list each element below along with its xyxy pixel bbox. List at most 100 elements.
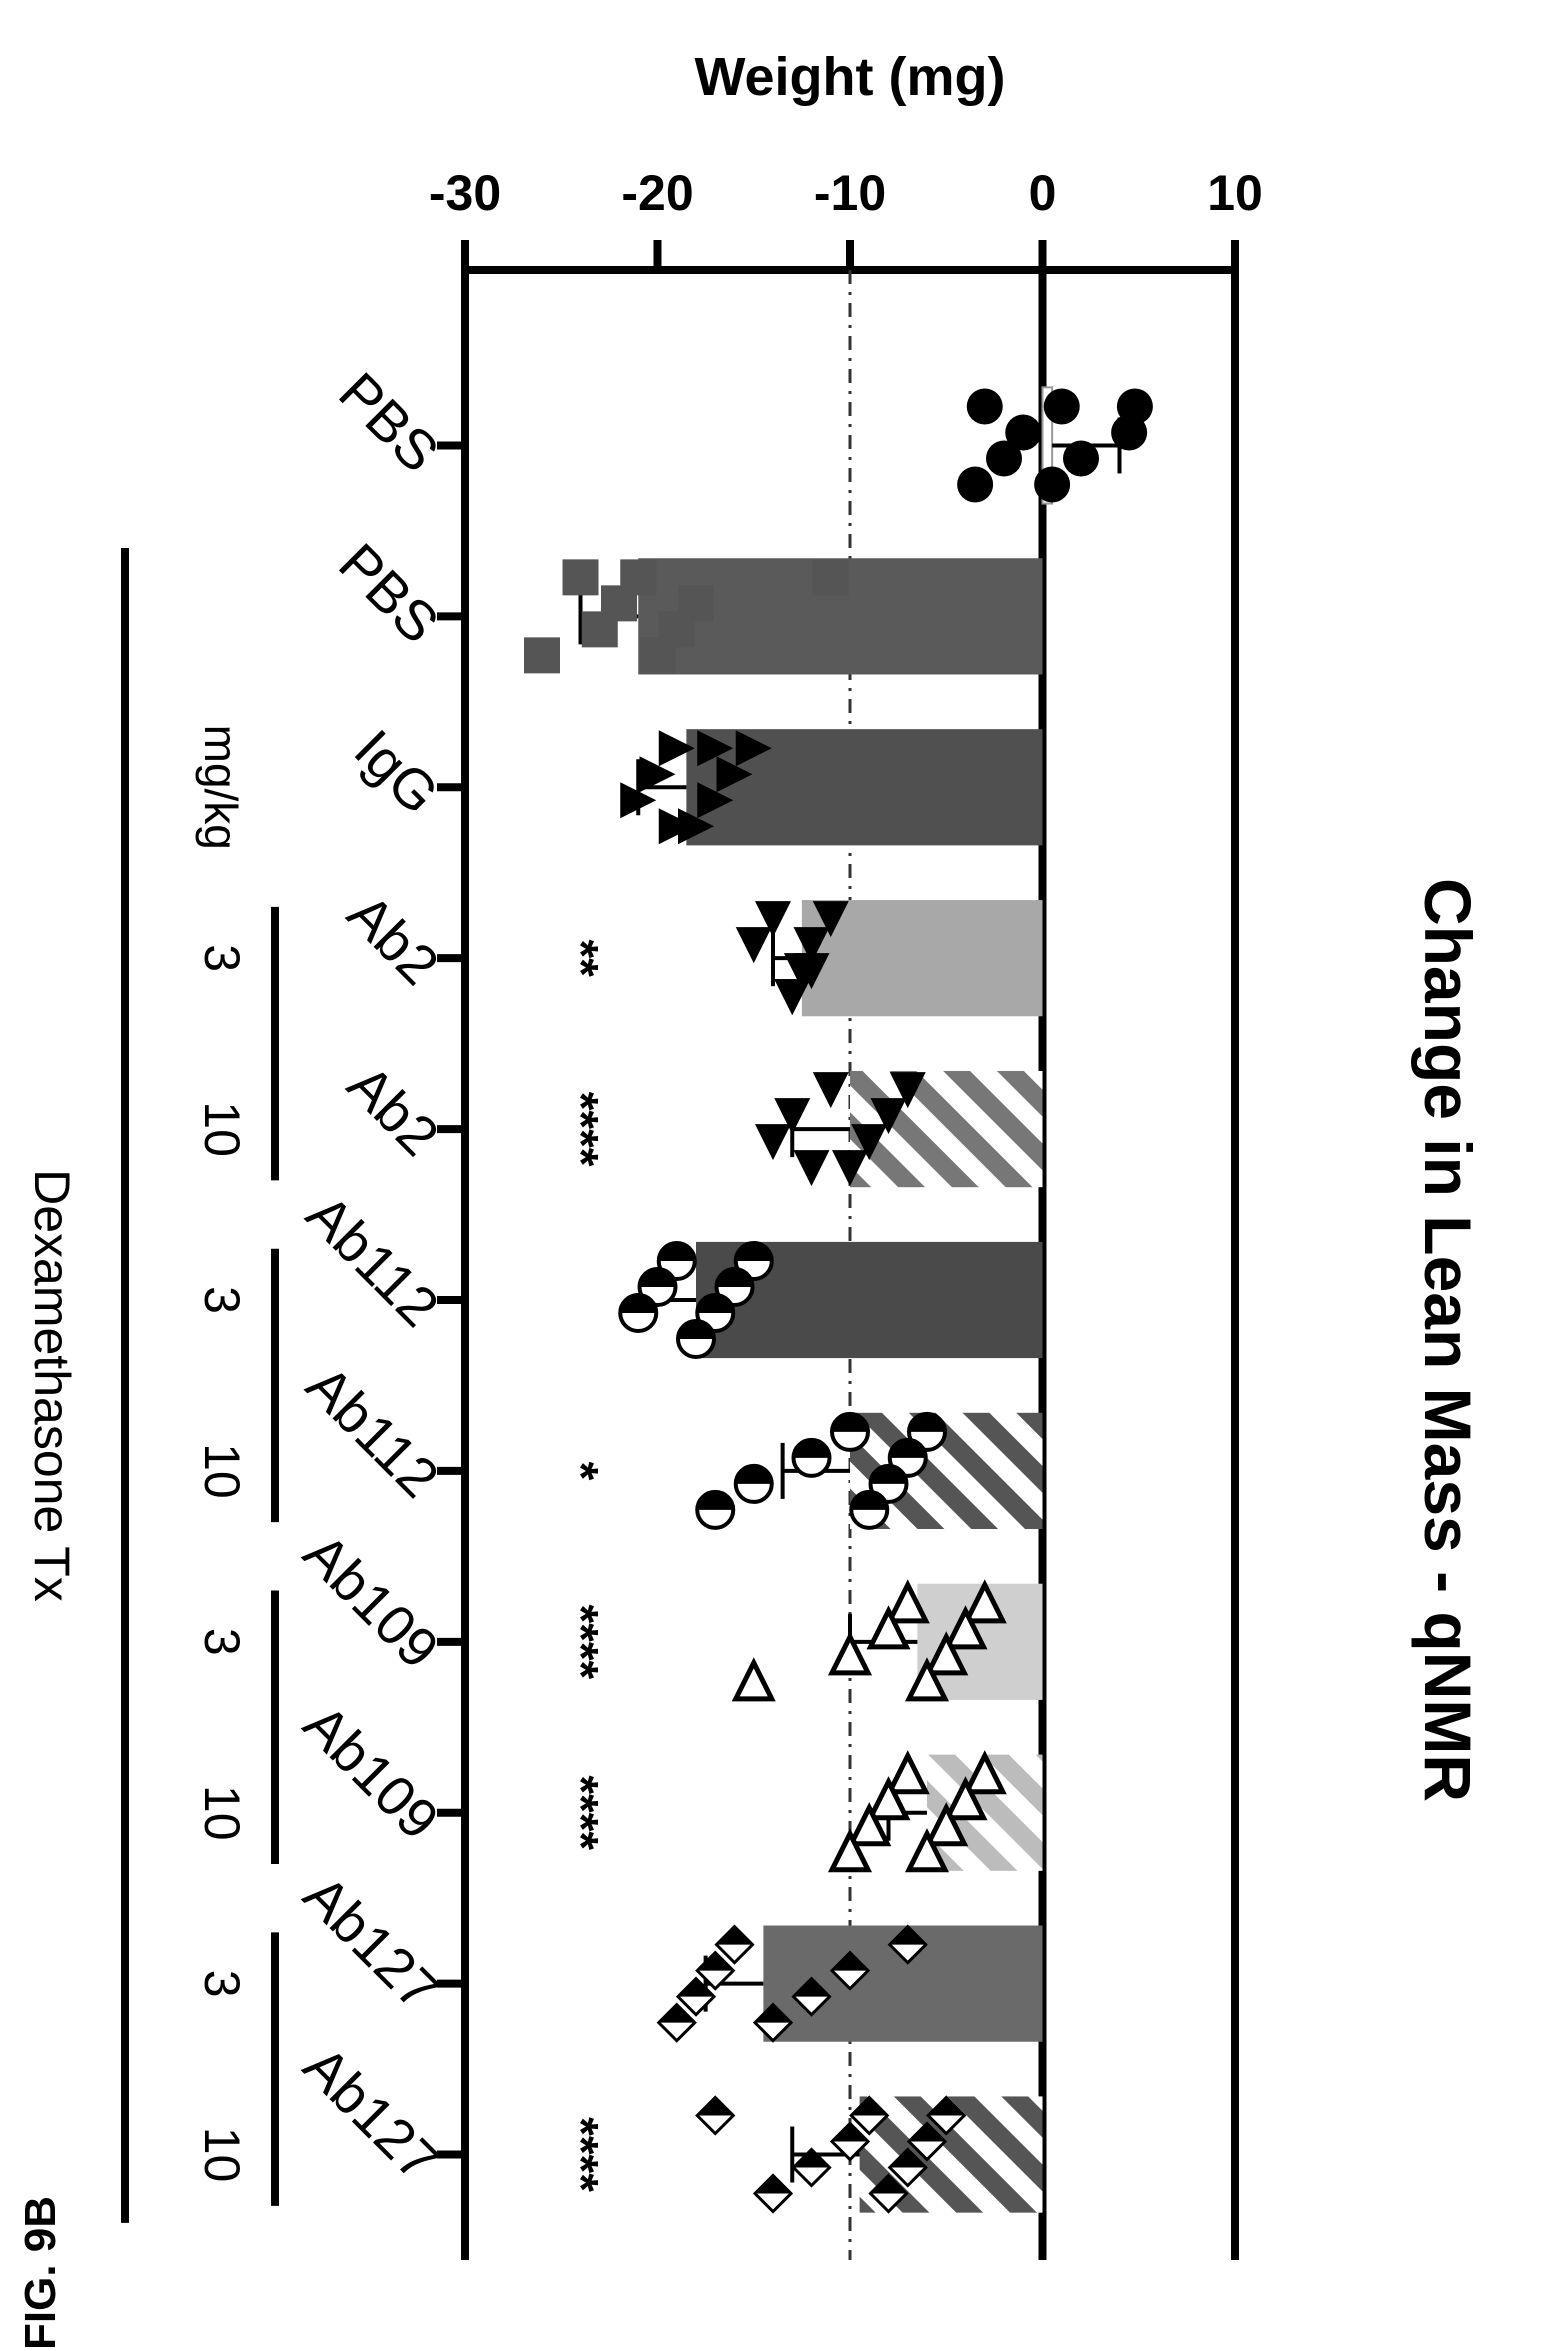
dose-label: 10 xyxy=(194,2127,250,2183)
data-point xyxy=(639,637,676,674)
data-point-half xyxy=(909,1413,945,1432)
data-point xyxy=(885,1579,930,1624)
data-point xyxy=(812,559,849,596)
data-point xyxy=(716,756,753,793)
data-point xyxy=(1043,388,1080,425)
data-point xyxy=(1034,466,1071,503)
data-point-half xyxy=(832,1413,868,1432)
data-point xyxy=(793,953,830,990)
bar xyxy=(801,900,1043,1017)
data-point xyxy=(924,1631,969,1676)
data-point-half xyxy=(909,2123,945,2142)
x-tick-label: Ab112 xyxy=(295,1182,451,1338)
y-tick-label: 10 xyxy=(1207,165,1263,221)
data-point-half xyxy=(678,1321,714,1339)
x-tick-label: Ab109 xyxy=(292,1692,451,1851)
data-point xyxy=(774,979,811,1016)
data-point-half xyxy=(832,2123,868,2142)
data-point xyxy=(889,1072,926,1109)
data-point xyxy=(812,1072,849,1109)
bar xyxy=(686,729,1043,846)
x-tick-label: Ab112 xyxy=(295,1353,451,1509)
dose-label: 10 xyxy=(194,1443,250,1499)
data-point xyxy=(697,782,734,819)
bar xyxy=(696,1241,1043,1359)
data-point xyxy=(678,808,714,845)
data-point-half xyxy=(889,1439,926,1458)
data-point xyxy=(620,782,657,819)
data-point-half xyxy=(832,1952,868,1971)
x-tick-label: PBS xyxy=(327,531,451,655)
x-tick-label: Ab127 xyxy=(292,2034,451,2193)
significance-label: **** xyxy=(554,1092,607,1167)
data-point-half xyxy=(755,2175,791,2194)
significance-label: ** xyxy=(554,940,607,978)
y-tick-label: -10 xyxy=(814,165,886,221)
data-point-half xyxy=(755,2004,791,2023)
data-point xyxy=(639,756,676,793)
data-point xyxy=(793,927,830,964)
data-point xyxy=(755,1124,791,1161)
significance-label: * xyxy=(554,1462,607,1481)
dose-label: 10 xyxy=(194,1101,250,1157)
data-point xyxy=(924,1802,969,1847)
chart-title: Change in Lean Mass - qNMR xyxy=(1411,878,1485,1802)
data-point-half xyxy=(697,1491,734,1510)
dose-label: 3 xyxy=(194,944,250,972)
data-point-half xyxy=(793,2149,830,2168)
data-point-half xyxy=(697,1952,734,1971)
data-point-half xyxy=(889,2149,926,2168)
bar xyxy=(763,1925,1043,2042)
data-point xyxy=(866,1605,911,1650)
data-point xyxy=(943,1605,988,1650)
data-point xyxy=(774,1098,811,1135)
data-point xyxy=(562,559,599,596)
data-point-half xyxy=(870,1465,907,1484)
data-point-half xyxy=(870,2175,907,2194)
data-point xyxy=(581,611,618,648)
data-point xyxy=(812,901,849,938)
data-point-half xyxy=(716,1926,753,1945)
significance-label: **** xyxy=(554,2117,607,2192)
x-tick-label: IgG xyxy=(343,717,451,825)
data-point-half xyxy=(889,1926,926,1945)
data-point-half xyxy=(851,1491,888,1510)
data-point xyxy=(870,1098,907,1135)
data-point xyxy=(962,1750,1007,1795)
data-point xyxy=(658,730,695,767)
x-tick-label: Ab109 xyxy=(292,1521,451,1680)
significance-label: **** xyxy=(554,1604,607,1679)
data-point xyxy=(793,1150,830,1187)
data-point-half xyxy=(793,1978,830,1997)
dose-label: 3 xyxy=(194,1628,250,1656)
data-point xyxy=(986,440,1022,477)
y-tick-label: 0 xyxy=(1029,165,1057,221)
data-point xyxy=(904,1828,950,1873)
data-point-half xyxy=(658,2004,695,2023)
data-point xyxy=(1063,440,1099,477)
x-tick-label: PBS xyxy=(327,360,451,484)
data-point xyxy=(1111,414,1148,451)
data-point xyxy=(832,1150,868,1187)
y-tick-label: -30 xyxy=(429,165,501,221)
data-point xyxy=(904,1657,950,1702)
data-point-half xyxy=(697,1295,734,1313)
y-tick-label: -20 xyxy=(621,165,693,221)
x-tick-label: Ab2 xyxy=(336,1053,451,1168)
data-point-half xyxy=(639,1269,676,1287)
data-point-half xyxy=(716,1269,753,1287)
data-point xyxy=(885,1750,930,1795)
data-point xyxy=(962,1579,1007,1624)
data-point xyxy=(755,901,791,938)
data-point-half xyxy=(928,2097,965,2116)
data-point xyxy=(524,637,560,674)
significance-label: **** xyxy=(554,1775,607,1850)
data-point xyxy=(731,1657,776,1702)
data-point-half xyxy=(678,1978,714,1997)
treatment-label: Dexamethasone Tx xyxy=(24,1169,80,1602)
data-point xyxy=(697,730,734,767)
data-point xyxy=(847,1802,892,1847)
x-tick-label: Ab2 xyxy=(336,882,451,997)
